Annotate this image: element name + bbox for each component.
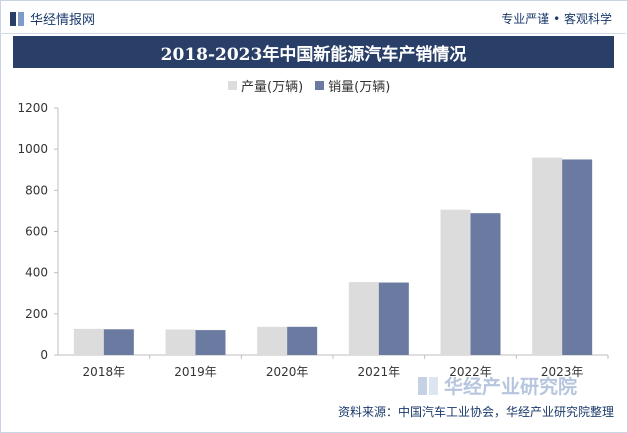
- bar-production: [348, 282, 379, 355]
- y-tick-label: 0: [40, 348, 48, 362]
- bar-production: [440, 209, 471, 355]
- tagline: 专业严谨 • 客观科学: [501, 12, 612, 26]
- bar-production: [165, 329, 196, 355]
- chart-title: 2018-2023年中国新能源汽车产销情况: [160, 44, 467, 65]
- bar-sales: [562, 159, 593, 355]
- brand: 华经情报网: [10, 9, 96, 28]
- legend-swatch-production: [228, 80, 237, 90]
- legend-swatch-sales: [315, 80, 325, 90]
- bar-sales: [103, 329, 134, 355]
- legend-label-sales: 销量(万辆): [328, 79, 391, 95]
- brand-name: 华经情报网: [30, 12, 96, 28]
- x-tick-label: 2022年: [449, 365, 492, 379]
- x-tick-label: 2021年: [358, 365, 401, 379]
- y-tick-label: 200: [25, 307, 48, 321]
- x-tick-label: 2020年: [266, 365, 309, 379]
- bar-production: [257, 326, 288, 355]
- watermark-text: 华经产业研究院: [444, 376, 578, 398]
- x-tick-label: 2019年: [174, 365, 217, 379]
- source-note: 资料来源：中国汽车工业协会，华经产业研究院整理: [337, 405, 614, 419]
- title-bar: 2018-2023年中国新能源汽车产销情况: [13, 36, 614, 68]
- bar-production: [532, 157, 563, 355]
- header: 华经情报网 专业严谨 • 客观科学: [0, 0, 626, 34]
- x-tick-label: 2018年: [83, 365, 126, 379]
- y-tick-label: 400: [25, 266, 48, 280]
- y-tick-label: 600: [25, 225, 48, 239]
- legend-item-production: 产量(万辆): [228, 76, 303, 95]
- bar-sales: [195, 330, 226, 355]
- y-tick-label: 800: [25, 183, 48, 197]
- y-tick-label: 1000: [17, 142, 48, 156]
- bar-sales: [470, 213, 501, 355]
- y-tick-label: 1200: [17, 101, 48, 115]
- bar-sales: [378, 282, 409, 355]
- legend-label-production: 产量(万辆): [241, 79, 304, 95]
- legend: 产量(万辆) 销量(万辆): [228, 76, 402, 95]
- watermark-logo-icon: [418, 376, 438, 395]
- bar-sales: [287, 326, 318, 355]
- x-tick-label: 2023年: [541, 365, 584, 379]
- bar-production: [73, 328, 104, 355]
- watermark: 华经产业研究院: [418, 372, 577, 399]
- brand-logo-icon: [10, 11, 24, 26]
- legend-item-sales: 销量(万辆): [315, 76, 390, 95]
